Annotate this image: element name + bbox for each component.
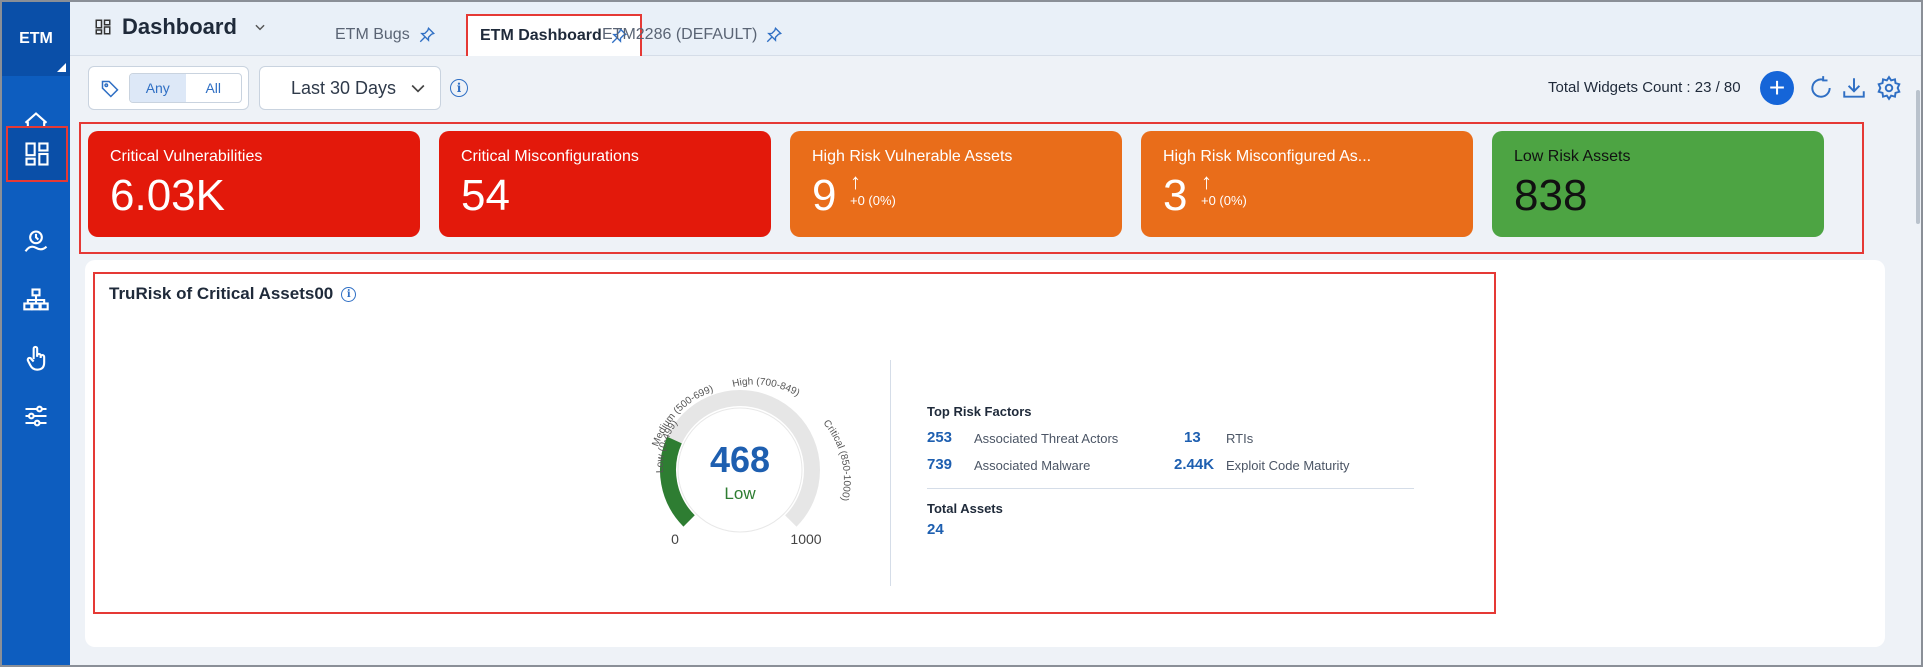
tag-icon[interactable]: [99, 79, 121, 99]
factor-label: RTIs: [1226, 431, 1254, 446]
widget-title-text: TruRisk of Critical Assets00: [109, 284, 334, 303]
kpi-value: 3: [1163, 171, 1188, 220]
factor-value[interactable]: 13: [1184, 429, 1201, 446]
kpi-trend-text: +0 (0%): [850, 193, 896, 208]
kpi-low-risk-assets[interactable]: Low Risk Assets 838: [1492, 131, 1824, 237]
gauge-value-arc: [660, 390, 820, 550]
top-risk-factors-title: Top Risk Factors: [927, 404, 1032, 419]
sidebar-item-risk[interactable]: [2, 214, 70, 270]
pin-icon[interactable]: [610, 27, 628, 45]
divider: [890, 360, 891, 586]
kpi-strip: [79, 122, 1864, 254]
chevron-down-icon: [255, 24, 265, 31]
gauge-max-label: 1000: [790, 531, 821, 547]
tab-etm2286-default[interactable]: ETM2286 (DEFAULT): [590, 14, 795, 56]
tab-label: ETM Dashboard: [480, 27, 602, 44]
trurisk-gauge: 468 Low 0 1000 Low (0-499) Medium (500-6…: [650, 376, 852, 550]
chevron-down-icon: [411, 84, 425, 93]
hierarchy-icon: [23, 288, 49, 311]
sidebar-item-dashboard[interactable]: [6, 126, 68, 182]
total-assets-value[interactable]: 24: [927, 521, 944, 538]
touch-icon: [26, 345, 46, 371]
sidebar: ETM: [2, 2, 70, 665]
add-widget-button[interactable]: +: [1760, 71, 1794, 105]
widgets-count: Total Widgets Count : 23 / 80: [1548, 79, 1741, 96]
match-any-button[interactable]: Any: [130, 74, 186, 102]
gauge-level: Low: [724, 484, 756, 503]
total-assets-title: Total Assets: [927, 501, 1003, 516]
factor-value[interactable]: 739: [927, 456, 953, 473]
dashboard-icon: [95, 19, 111, 35]
kpi-label: High Risk Misconfigured As...: [1163, 148, 1372, 165]
scrollbar[interactable]: [1916, 90, 1920, 224]
kpi-label: Low Risk Assets: [1514, 148, 1631, 165]
kpi-label: Critical Misconfigurations: [461, 148, 639, 165]
expand-corner-icon[interactable]: [57, 63, 66, 72]
info-icon[interactable]: i: [341, 286, 357, 302]
kpi-label: High Risk Vulnerable Assets: [812, 148, 1013, 165]
tab-label: ETM2286 (DEFAULT): [602, 26, 758, 43]
gauge-score: 468: [710, 439, 770, 480]
pin-icon[interactable]: [418, 26, 436, 44]
sliders-icon: [25, 405, 47, 427]
factor-label: Exploit Code Maturity: [1226, 458, 1350, 473]
kpi-trend: ↑ +0 (0%): [850, 169, 896, 209]
sidebar-item-touch[interactable]: [2, 330, 70, 386]
date-range-select[interactable]: Last 30 Days: [259, 66, 441, 110]
kpi-high-risk-misconfigured-assets[interactable]: High Risk Misconfigured As... 3 ↑ +0 (0%…: [1141, 131, 1473, 237]
kpi-critical-vulnerabilities[interactable]: Critical Vulnerabilities 6.03K: [88, 131, 420, 237]
factor-value[interactable]: 2.44K: [1174, 456, 1215, 473]
kpi-value: 54: [461, 171, 510, 220]
top-bar: Dashboard ETM Bugs ETM Dashboard ETM2286…: [70, 2, 1921, 56]
sidebar-item-settings[interactable]: [2, 388, 70, 444]
sidebar-item-hierarchy[interactable]: [2, 272, 70, 328]
date-range-value: Last 30 Days: [291, 77, 397, 98]
widget-title: TruRisk of Critical Assets00 i: [109, 284, 357, 304]
match-all-button[interactable]: All: [205, 80, 222, 96]
tab-etm-dashboard[interactable]: ETM Dashboard: [466, 14, 642, 56]
tab-etm-bugs[interactable]: ETM Bugs: [323, 14, 448, 56]
dashboard-icon: [25, 142, 49, 166]
kpi-value: 9: [812, 171, 837, 220]
kpi-label: Critical Vulnerabilities: [110, 148, 263, 165]
kpi-value: 838: [1514, 171, 1588, 220]
arrow-up-icon: ↑: [1201, 169, 1212, 194]
kpi-value: 6.03K: [110, 171, 225, 220]
factor-value[interactable]: 253: [927, 429, 953, 446]
trurisk-widget: [85, 260, 1885, 647]
refresh-icon[interactable]: [1808, 75, 1834, 101]
gauge-center: [677, 407, 803, 533]
info-icon[interactable]: i: [450, 79, 468, 97]
match-toggle: Any All: [129, 73, 242, 103]
tab-label: ETM Bugs: [335, 26, 410, 43]
factor-label: Associated Threat Actors: [974, 431, 1119, 446]
download-icon[interactable]: [1841, 75, 1867, 101]
kpi-trend: ↑ +0 (0%): [1201, 169, 1247, 209]
trurisk-widget-highlight: [93, 272, 1496, 614]
pin-icon[interactable]: [765, 26, 783, 44]
app-logo[interactable]: ETM: [2, 2, 70, 76]
gauge-min-label: 0: [671, 531, 679, 547]
kpi-high-risk-vulnerable-assets[interactable]: High Risk Vulnerable Assets 9 ↑ +0 (0%): [790, 131, 1122, 237]
arrow-up-icon: ↑: [850, 169, 861, 194]
page-title: Dashboard: [122, 14, 237, 39]
kpi-critical-misconfigurations[interactable]: Critical Misconfigurations 54: [439, 131, 771, 237]
kpi-trend-text: +0 (0%): [1201, 193, 1247, 208]
band-label-critical: Critical (850-1000): [821, 418, 852, 502]
dashboard-selector[interactable]: Dashboard: [94, 14, 267, 40]
tag-filter: Any All: [88, 66, 249, 110]
factor-label: Associated Malware: [974, 458, 1091, 473]
logo-text: ETM: [19, 30, 53, 47]
risk-icon: [24, 230, 48, 252]
gear-icon[interactable]: [1876, 75, 1902, 101]
divider: [927, 488, 1414, 489]
